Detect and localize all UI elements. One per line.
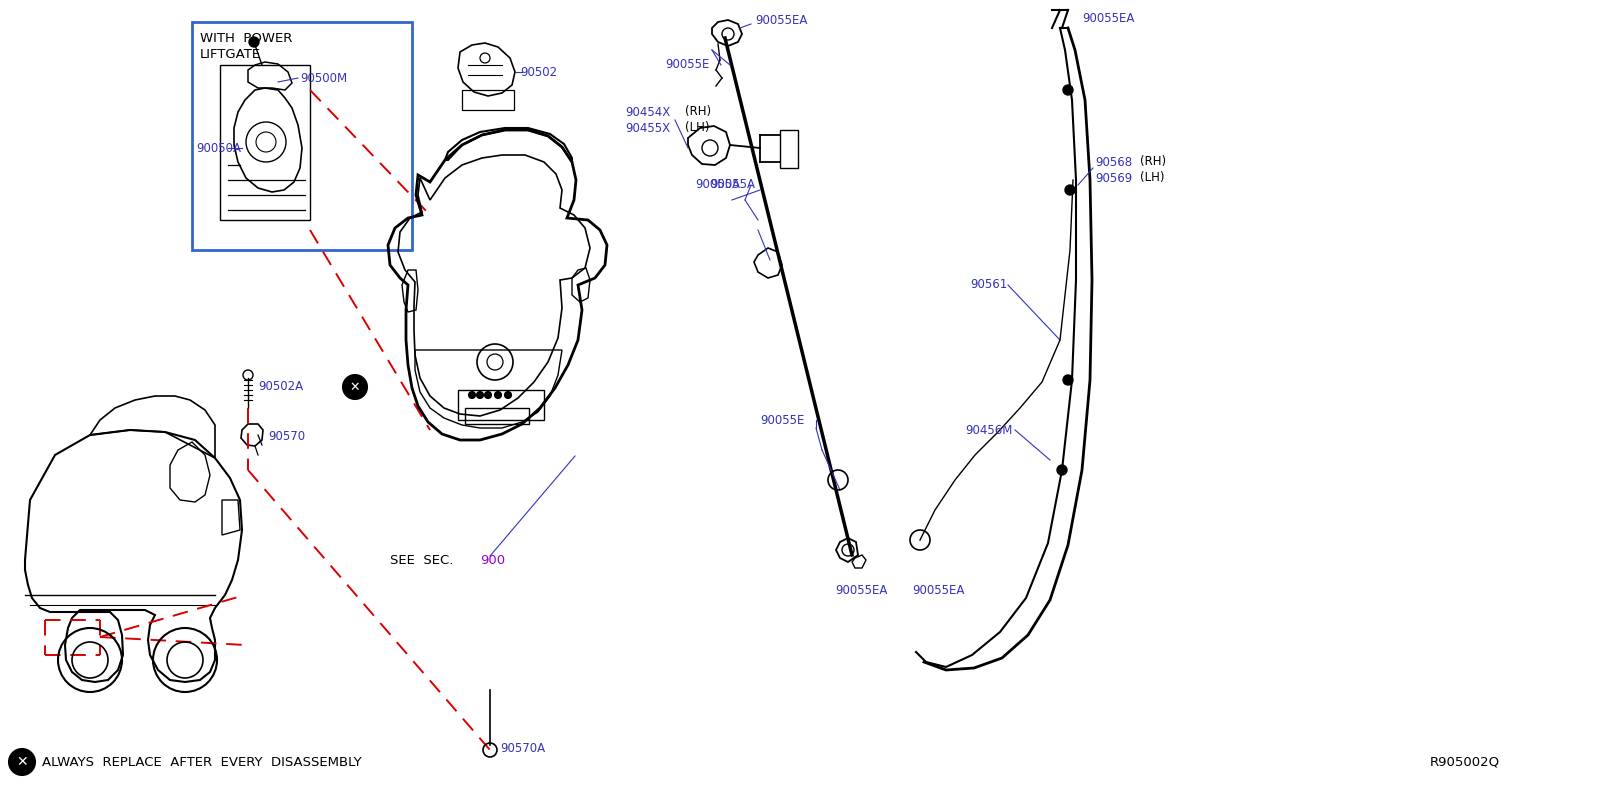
Text: 90455X: 90455X <box>626 121 670 134</box>
Circle shape <box>342 375 366 399</box>
Text: 90500M: 90500M <box>301 71 347 84</box>
Circle shape <box>494 391 501 399</box>
Text: (RH): (RH) <box>685 106 710 118</box>
Text: 90456M: 90456M <box>965 423 1013 437</box>
Text: 90055E: 90055E <box>666 59 709 71</box>
Text: WITH  POWER: WITH POWER <box>200 32 293 44</box>
Text: 90055EA: 90055EA <box>755 13 808 26</box>
Bar <box>462 90 514 110</box>
Text: 90570A: 90570A <box>499 742 546 754</box>
Text: SEE  SEC.: SEE SEC. <box>390 553 453 566</box>
Text: ✕: ✕ <box>350 380 360 394</box>
Text: 90569: 90569 <box>1094 172 1133 184</box>
Bar <box>192 22 413 250</box>
Text: (LH): (LH) <box>685 121 709 134</box>
Circle shape <box>477 391 483 399</box>
Circle shape <box>10 749 35 775</box>
Circle shape <box>1062 375 1074 385</box>
Text: 90055EA: 90055EA <box>912 584 965 596</box>
Circle shape <box>504 391 512 399</box>
Text: 90502: 90502 <box>520 65 557 79</box>
Text: 90055A: 90055A <box>694 179 739 191</box>
Text: 90055A: 90055A <box>710 179 755 191</box>
Text: ALWAYS  REPLACE  AFTER  EVERY  DISASSEMBLY: ALWAYS REPLACE AFTER EVERY DISASSEMBLY <box>42 756 362 769</box>
Circle shape <box>485 391 491 399</box>
Circle shape <box>1066 185 1075 195</box>
Text: 90561: 90561 <box>970 279 1008 291</box>
Text: (LH): (LH) <box>1139 172 1165 184</box>
Text: ✕: ✕ <box>16 755 27 769</box>
Circle shape <box>250 37 259 47</box>
Text: (RH): (RH) <box>1139 156 1166 168</box>
Bar <box>458 390 544 420</box>
Circle shape <box>1058 465 1067 475</box>
Text: 90055EA: 90055EA <box>835 584 888 596</box>
Circle shape <box>469 391 475 399</box>
Text: 90570: 90570 <box>269 430 306 444</box>
Bar <box>466 408 530 424</box>
Text: R905002Q: R905002Q <box>1430 756 1501 769</box>
Text: 90055E: 90055E <box>760 414 805 426</box>
Text: 90454X: 90454X <box>626 106 670 118</box>
Text: 90502A: 90502A <box>258 380 302 394</box>
Circle shape <box>1062 85 1074 95</box>
Bar <box>781 130 798 168</box>
Text: 900: 900 <box>480 553 506 566</box>
Text: 90055EA: 90055EA <box>1082 11 1134 25</box>
Text: 90568: 90568 <box>1094 156 1133 168</box>
Text: 90050A: 90050A <box>195 141 242 155</box>
Text: LIFTGATE: LIFTGATE <box>200 48 261 60</box>
